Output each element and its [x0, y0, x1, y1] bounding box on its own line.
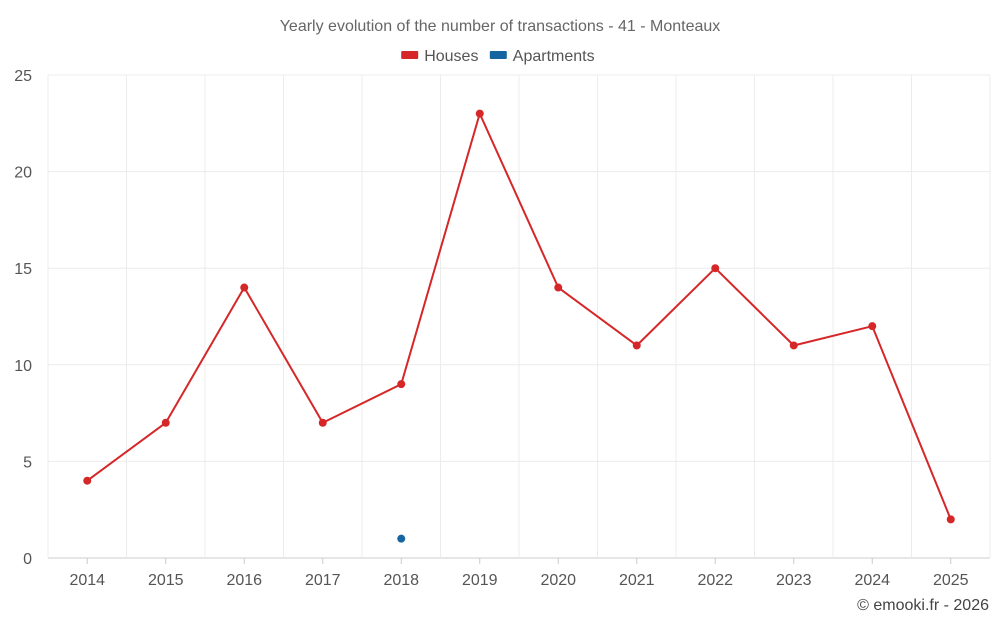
x-tick-label: 2018 — [383, 572, 419, 589]
y-tick-label: 15 — [14, 261, 32, 278]
data-point-houses-2022[interactable] — [711, 264, 720, 273]
data-point-houses-2015[interactable] — [161, 418, 170, 427]
y-tick-label: 10 — [14, 358, 32, 375]
series-apartments — [397, 534, 406, 543]
data-point-houses-2023[interactable] — [789, 341, 798, 350]
y-tick-label: 20 — [14, 165, 32, 182]
x-tick-label: 2014 — [69, 572, 105, 589]
legend-swatch — [489, 51, 507, 59]
data-point-houses-2019[interactable] — [475, 109, 484, 118]
x-tick-label: 2025 — [933, 572, 969, 589]
y-tick-label: 25 — [14, 68, 32, 85]
x-tick-label: 2019 — [462, 572, 498, 589]
legend-label: Houses — [424, 48, 478, 65]
data-point-houses-2020[interactable] — [554, 283, 563, 292]
y-axis-ticks: 0 5 10 15 20 25 — [14, 68, 32, 568]
x-tick-label: 2020 — [540, 572, 576, 589]
x-tick-label: 2024 — [854, 572, 890, 589]
x-tick-label: 2021 — [619, 572, 655, 589]
data-point-houses-2018[interactable] — [397, 380, 406, 389]
data-point-houses-2017[interactable] — [318, 418, 327, 427]
y-tick-label: 0 — [23, 551, 32, 568]
legend-item-houses[interactable]: Houses — [401, 48, 478, 65]
legend-item-apartments[interactable]: Apartments — [489, 48, 595, 65]
data-point-apartments-2018[interactable] — [397, 534, 406, 543]
data-point-houses-2014[interactable] — [83, 476, 92, 485]
data-point-houses-2024[interactable] — [868, 322, 877, 331]
x-gridlines — [47, 75, 991, 558]
series-line-houses — [86, 112, 952, 520]
legend-swatch — [401, 51, 419, 59]
chart-title: Yearly evolution of the number of transa… — [280, 18, 721, 35]
legend[interactable]: Houses Apartments — [401, 48, 595, 65]
data-point-houses-2016[interactable] — [240, 283, 249, 292]
x-tick-label: 2023 — [776, 572, 812, 589]
x-tick-label: 2015 — [148, 572, 184, 589]
series-layer — [83, 109, 955, 543]
series-houses — [83, 109, 955, 524]
footer-credit: © emooki.fr - 2026 — [857, 597, 989, 614]
legend-label: Apartments — [513, 48, 595, 65]
x-tick-label: 2017 — [305, 572, 341, 589]
x-axis-ticks: 2014 2015 2016 2017 2018 2019 2020 2021 2022 2023… — [69, 558, 969, 589]
data-point-houses-2025[interactable] — [946, 515, 955, 524]
x-tick-label: 2022 — [697, 572, 733, 589]
x-tick-label: 2016 — [226, 572, 262, 589]
data-point-houses-2021[interactable] — [632, 341, 641, 350]
y-tick-label: 5 — [23, 454, 32, 471]
